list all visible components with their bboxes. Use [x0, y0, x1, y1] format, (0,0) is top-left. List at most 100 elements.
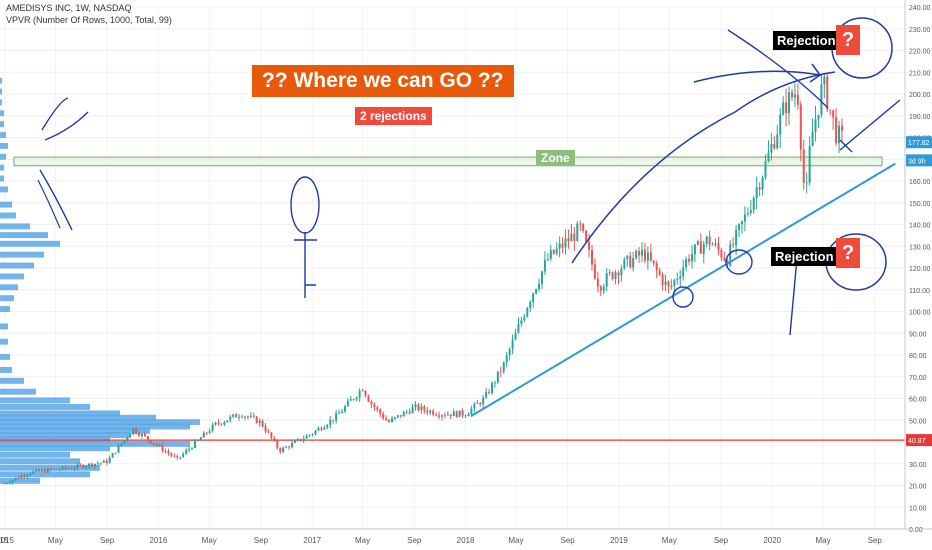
candle-body [679, 276, 682, 279]
candle-body [385, 418, 388, 421]
candle-body [690, 254, 693, 262]
candle-body [408, 411, 411, 414]
candle-body [702, 243, 705, 254]
candle-body [438, 415, 441, 417]
volume-profile-bar [0, 212, 16, 219]
candle-body [735, 229, 738, 246]
candle-body [38, 469, 41, 472]
candle-body [608, 272, 611, 274]
volume-profile-bar [0, 77, 2, 84]
candle-body [270, 432, 273, 439]
candle-body [364, 390, 367, 396]
candle-body [764, 161, 767, 178]
candle-body [132, 428, 135, 435]
candle-body [546, 258, 549, 260]
ink-curve-top-left-2 [44, 111, 89, 141]
candle-body [626, 255, 629, 260]
candle-body [223, 422, 226, 425]
candle-body [802, 149, 805, 183]
candle-body [514, 332, 517, 340]
candle-body [552, 249, 555, 254]
y-tick-label: 20.00 [909, 484, 927, 491]
candle-body [70, 468, 73, 470]
candle-body [355, 397, 358, 400]
y-tick-label: 90.00 [909, 331, 927, 338]
candle-body [808, 146, 811, 183]
candle-body [585, 230, 588, 242]
candle-body [117, 445, 120, 453]
candle-body [470, 408, 473, 415]
candle-body [291, 442, 294, 448]
trendlines [470, 162, 896, 417]
candle-body [314, 430, 317, 435]
candle-body [288, 446, 291, 448]
candle-body [520, 320, 523, 325]
x-tick-label: Sep [100, 536, 115, 545]
candle-body [108, 457, 111, 464]
candle-body [14, 477, 17, 481]
x-tick-label: 2017 [303, 536, 321, 545]
candle-body [793, 94, 796, 98]
candle-body [529, 302, 532, 309]
candle-body [635, 251, 638, 259]
candle-body [120, 443, 123, 446]
candle-body [196, 439, 199, 441]
candle-body [191, 447, 194, 449]
candle-body [767, 152, 770, 162]
candle-body [179, 456, 182, 458]
candle-body [532, 293, 535, 303]
x-tick-label: May [508, 536, 523, 545]
candle-body [817, 114, 820, 120]
candle-body [252, 415, 255, 417]
x-tick-label: 2019 [610, 536, 628, 545]
candle-body [652, 260, 655, 264]
candle-body [688, 258, 691, 262]
candle-body [208, 431, 211, 433]
candle-body [417, 404, 420, 411]
candle-body [167, 451, 170, 454]
y-tick-label: 140.00 [909, 223, 931, 230]
candle-body [58, 469, 61, 471]
candle-body [185, 450, 188, 454]
candle-body [93, 463, 96, 467]
candle-body [49, 468, 52, 470]
candle-body [99, 462, 102, 464]
x-tick-label: 15 [0, 536, 9, 545]
candle-body [358, 390, 361, 398]
ink-curve-left-2 [37, 179, 61, 229]
volume-profile-bar [0, 403, 90, 410]
candle-body [664, 281, 667, 286]
volume-profile-bar [0, 306, 10, 312]
volume-profile-bar [0, 451, 70, 458]
candle-body [696, 241, 699, 245]
candle-body [129, 434, 132, 438]
candle-body [26, 475, 29, 477]
candle-body [658, 270, 661, 275]
countdown-tag-bg [906, 154, 932, 167]
candle-body [461, 410, 464, 416]
candle-body [152, 443, 155, 445]
candle-body [311, 434, 314, 435]
candle-body [241, 416, 244, 418]
candle-body [52, 469, 55, 470]
time-axis: 152015 May Sep 2016 May Sep 2017 May Sep 2018 May S… [0, 528, 932, 545]
volume-profile-bar [0, 223, 30, 230]
candle-body [685, 258, 688, 268]
volume-profile-bar [0, 121, 4, 128]
candle-body [829, 109, 832, 111]
x-tick-label: 2015 [0, 536, 14, 545]
candle-body [840, 125, 843, 131]
volume-profile-bar [0, 471, 90, 478]
candle-body [273, 438, 276, 441]
x-tick-label: 2018 [457, 536, 475, 545]
candle-body [785, 102, 788, 114]
candle-body [705, 236, 708, 244]
candle-body [17, 477, 20, 479]
candle-body [420, 406, 423, 411]
volume-profile-bar [0, 284, 18, 291]
volume-profile-bar [0, 251, 44, 258]
x-tick-label: 2016 [149, 536, 167, 545]
candle-body [193, 440, 196, 448]
y-tick-label: 130.00 [909, 244, 931, 251]
candle-body [611, 272, 614, 279]
